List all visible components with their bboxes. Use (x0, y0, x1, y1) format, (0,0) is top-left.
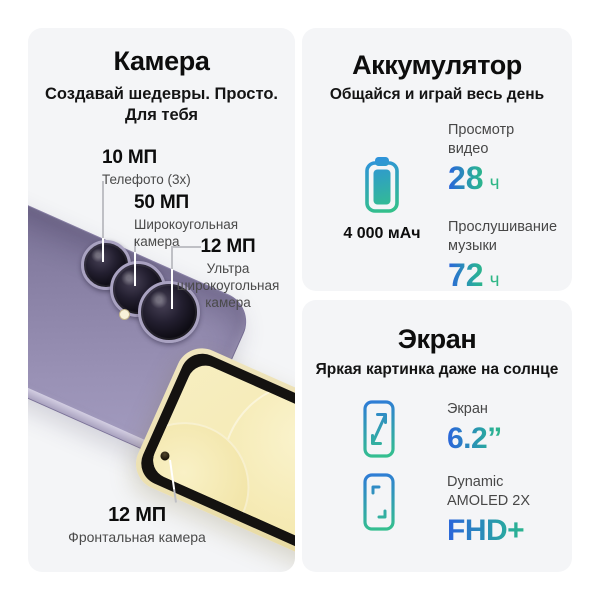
ultrawide-lens-image (138, 281, 200, 343)
stat-music-unit: ч (489, 270, 500, 292)
screen-size-value: 6.2” (447, 421, 502, 455)
feature-display-type-text: Dynamic AMOLED 2X FHD+ (447, 473, 530, 547)
camera-card-subtitle: Создавай шедевры. Просто. Для тебя (44, 85, 279, 125)
callout-line-ultrawide (171, 246, 201, 248)
stat-music-label: Прослушивание музыки (448, 218, 558, 254)
stat-video-playback: Просмотр видео 28 ч (448, 121, 557, 196)
callout-line-wide (134, 252, 136, 286)
camera-flash-image (119, 309, 130, 320)
battery-card-subtitle: Общайся и играй весь день (329, 86, 545, 103)
callout-line-ultrawide (171, 246, 173, 269)
stat-music-playback: Прослушивание музыки 72 ч (448, 218, 557, 293)
spec-front-camera: 12 МП Фронтальная камера (57, 504, 217, 547)
spec-wide-label: Широкоугольная камера (134, 217, 239, 249)
screen-feature-card: Экран Яркая картинка даже на солнце Экра… (302, 300, 572, 572)
battery-capacity-block: 4 000 мАч (322, 156, 442, 243)
spec-ultrawide: 12 МП Ультра широкоугольная камера (156, 236, 295, 311)
display-type-label: Dynamic AMOLED 2X (447, 474, 530, 509)
callout-line-telephoto (102, 238, 104, 262)
telephoto-lens-image (81, 240, 131, 290)
screen-card-subtitle: Яркая картинка даже на солнце (315, 361, 559, 378)
battery-card-title: Аккумулятор (352, 50, 522, 80)
spec-wide: 50 МП Широкоугольная камера (134, 192, 238, 250)
stat-video-unit: ч (489, 173, 500, 195)
screen-size-label: Экран (447, 401, 488, 417)
spec-ultrawide-mp: 12 МП (200, 236, 256, 257)
spec-front-mp: 12 МП (108, 504, 166, 526)
battery-stats: Просмотр видео 28 ч Прослушивание музыки … (448, 121, 557, 293)
stat-music-value: 72 ч (448, 257, 500, 294)
feature-screen-size-text: Экран 6.2” (447, 400, 502, 455)
feature-screen-size: Экран 6.2” (363, 400, 502, 463)
camera-card-title: Камера (113, 46, 210, 76)
stat-video-value: 28 ч (448, 160, 500, 197)
stat-video-label: Просмотр видео (448, 122, 515, 158)
battery-icon (364, 157, 400, 218)
battery-feature-card: Аккумулятор Общайся и играй весь день 4 … (302, 28, 572, 293)
spec-telephoto-mp: 10 МП (102, 147, 157, 168)
display-type-value: FHD+ (447, 514, 530, 547)
screen-card-title: Экран (397, 324, 477, 354)
camera-feature-card: Камера Создавай шедевры. Просто. Для теб… (28, 28, 295, 572)
spec-front-label: Фронтальная камера (68, 529, 206, 545)
battery-capacity-value: 4 000 мАч (343, 225, 421, 242)
amoled-display-icon (363, 473, 395, 536)
spec-ultrawide-label: Ультра широкоугольная камера (176, 261, 280, 310)
spec-telephoto-label: Телефото (3x) (102, 172, 191, 187)
feature-display-type: Dynamic AMOLED 2X FHD+ (363, 473, 530, 547)
spec-wide-mp: 50 МП (134, 192, 189, 213)
callout-line-ultrawide (171, 269, 173, 309)
callout-line-wide (134, 239, 136, 252)
callout-line-telephoto (102, 181, 104, 238)
spec-telephoto: 10 МП Телефото (3x) (102, 147, 191, 188)
screen-size-icon (363, 400, 395, 463)
